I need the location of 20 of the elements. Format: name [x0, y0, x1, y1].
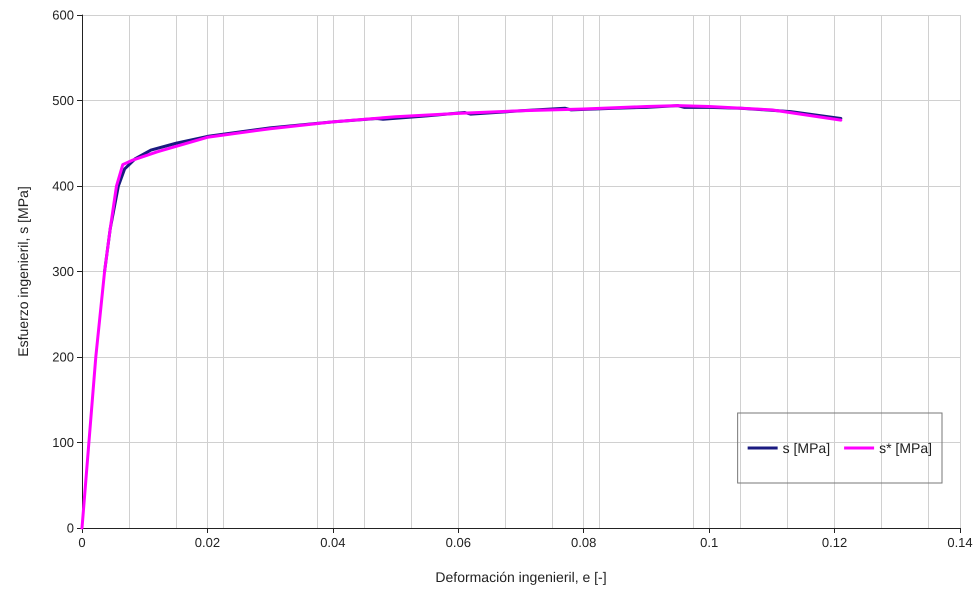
legend-label: s [MPa]: [782, 440, 830, 456]
y-tick-label: 200: [52, 350, 74, 364]
x-tick-label: 0.02: [194, 535, 220, 550]
y-tick-label: 300: [52, 264, 74, 279]
x-tick-label: 0.08: [571, 535, 596, 550]
x-tick-label: 0.14: [947, 535, 973, 550]
y-tick-label: 400: [52, 178, 74, 194]
x-tick-label: 0: [78, 535, 86, 550]
y-tick-label: 600: [52, 8, 74, 22]
x-tick-label: 0.1: [700, 535, 718, 550]
legend-label: s* [MPa]: [879, 440, 932, 456]
x-tick-label: 0.06: [446, 535, 471, 550]
x-axis-title: Deformación ingenieril, e [-]: [435, 569, 607, 585]
y-axis-title: Esfuerzo ingenieril, s [MPa]: [15, 186, 31, 357]
y-tick-label: 500: [52, 93, 74, 108]
x-tick-label: 0.12: [822, 535, 848, 550]
line-series: [80, 104, 842, 530]
y-tick-label: 100: [52, 435, 74, 450]
x-tick-label: 0.04: [320, 535, 346, 550]
y-tick-label: 0: [66, 520, 74, 536]
